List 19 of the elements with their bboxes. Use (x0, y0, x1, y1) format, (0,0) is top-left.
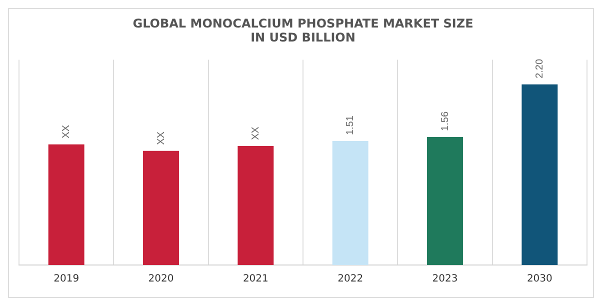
bar (427, 136, 463, 265)
data-label: XX (156, 131, 167, 145)
bar (332, 141, 368, 265)
x-tick-label: 2022 (338, 274, 364, 285)
bar (143, 150, 179, 265)
x-tick-label: 2023 (432, 274, 458, 285)
bar (48, 144, 84, 265)
x-tick-label: 2019 (54, 274, 80, 285)
bar (238, 146, 274, 265)
data-label: 2.20 (534, 58, 546, 78)
x-tick-label: 2030 (526, 274, 552, 285)
data-label: XX (250, 126, 262, 140)
x-tick-label: 2021 (242, 274, 268, 285)
data-label: 1.51 (345, 115, 356, 136)
chart-title: GLOBAL MONOCALCIUM PHOSPHATE MARKET SIZE IN USD BILLION (132, 16, 474, 45)
x-tick-label: 2020 (148, 274, 174, 285)
data-label: XX (61, 124, 72, 138)
data-label: 1.56 (440, 111, 451, 131)
bar (522, 84, 558, 265)
